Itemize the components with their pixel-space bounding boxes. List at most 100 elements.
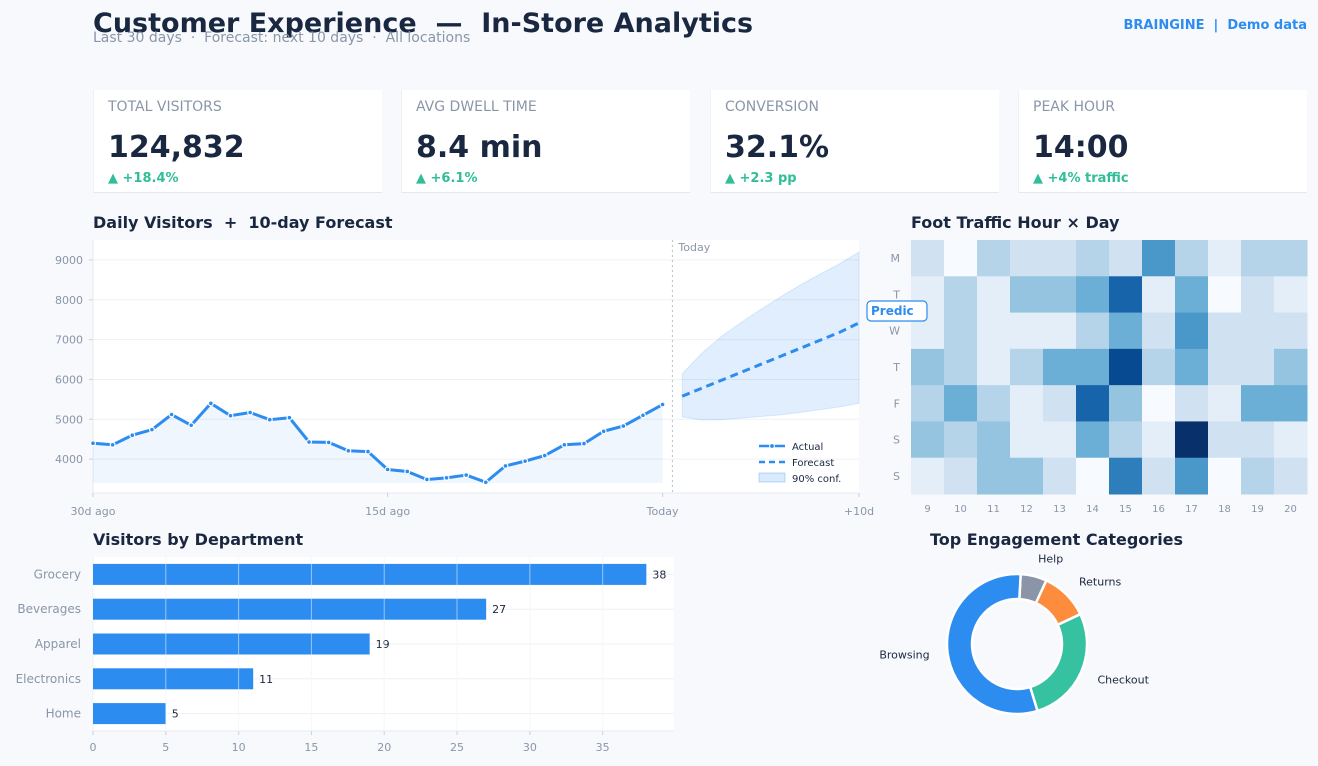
heatmap-cell <box>1076 385 1110 422</box>
heatmap-cell <box>1076 240 1110 277</box>
heatmap-cell <box>1274 457 1308 495</box>
x-tick-label: 35 <box>596 741 610 754</box>
heatmap-column-label: 18 <box>1218 504 1231 515</box>
heatmap-cell <box>1241 348 1275 386</box>
kpi-card-avg-dwell-time: AVG DWELL TIME 8.4 min ▲ +6.1% <box>401 90 690 193</box>
actual-data-point <box>600 428 607 435</box>
y-tick-label: 8000 <box>55 294 83 307</box>
heatmap-cell <box>1208 312 1242 350</box>
actual-data-point <box>247 409 254 416</box>
x-tick-label: 15 <box>304 741 318 754</box>
heatmap-column-label: 13 <box>1053 504 1066 515</box>
heatmap-cell <box>1010 240 1044 277</box>
kpi-value: 8.4 min <box>416 130 543 165</box>
donut-slice <box>1028 612 1089 713</box>
heatmap-cell <box>977 385 1011 422</box>
heatmap-cell <box>944 421 978 459</box>
actual-data-point <box>227 412 234 419</box>
heatmap-title: Foot Traffic Hour × Day <box>911 213 1120 232</box>
x-tick-label: 30d ago <box>71 505 116 518</box>
heatmap-cell <box>1076 457 1110 495</box>
kpi-delta: ▲ +2.3 pp <box>725 171 797 186</box>
heatmap-cell <box>1175 240 1209 277</box>
heatmap-column-label: 9 <box>924 504 930 515</box>
actual-data-point <box>384 466 391 473</box>
kpi-card-total-visitors: TOTAL VISITORS 124,832 ▲ +18.4% <box>93 90 382 193</box>
visitors-line-chart: 4000 5000 6000 7000 8000 9000 30d ago 15d ago To… <box>55 240 874 518</box>
kpi-value: 14:00 <box>1033 130 1129 165</box>
bar <box>93 563 647 585</box>
x-tick-label: +10d <box>844 505 874 518</box>
heatmap-cell <box>977 457 1011 495</box>
heatmap-cell <box>1043 312 1077 350</box>
heatmap-column-label: 17 <box>1185 504 1198 515</box>
x-tick-label: 15d ago <box>365 505 410 518</box>
actual-data-point <box>482 479 489 486</box>
heatmap-cell <box>1274 421 1308 459</box>
donut-slice <box>945 572 1040 716</box>
legend-actual-label: Actual <box>792 442 823 453</box>
bar <box>93 598 487 620</box>
heatmap-cell <box>1109 348 1143 386</box>
heatmap-cell <box>1010 457 1044 495</box>
heatmap-cell <box>1175 312 1209 350</box>
actual-data-point <box>463 472 470 479</box>
heatmap-cell <box>1109 240 1143 277</box>
heatmap-cell <box>1142 421 1176 459</box>
heatmap-row-label: W <box>889 325 900 338</box>
actual-data-point <box>266 416 273 423</box>
heatmap-cell <box>944 385 978 422</box>
heatmap-cell <box>1241 421 1275 459</box>
bar-chart-title: Visitors by Department <box>93 530 304 549</box>
heatmap-cell <box>911 421 945 459</box>
heatmap-cell <box>977 276 1011 314</box>
kpi-label: PEAK HOUR <box>1033 99 1116 115</box>
heatmap-cell <box>1208 240 1242 277</box>
legend-forecast-label: Forecast <box>792 458 834 469</box>
confidence-band <box>681 251 860 421</box>
heatmap-cell <box>944 457 978 495</box>
forecast-series-line <box>681 321 860 398</box>
y-tick-label: 7000 <box>55 334 83 347</box>
page-subtitle: Last 30 days · Forecast: next 10 days · … <box>93 30 471 46</box>
actual-data-point <box>188 422 195 429</box>
legend-actual-marker <box>769 443 775 449</box>
actual-data-point <box>207 400 214 407</box>
x-tick-label: 25 <box>450 741 464 754</box>
kpi-value: 124,832 <box>108 130 245 165</box>
heatmap-cell <box>944 348 978 386</box>
heatmap-cell <box>911 385 945 422</box>
heatmap-cell <box>944 276 978 314</box>
heatmap-cell <box>1241 276 1275 314</box>
donut-slice-label: Returns <box>1079 576 1122 589</box>
heatmap-cell <box>1010 312 1044 350</box>
heatmap-cell <box>1175 421 1209 459</box>
heatmap-cell <box>1043 348 1077 386</box>
line-chart-title: Daily Visitors + 10-day Forecast <box>93 213 393 232</box>
heatmap-row-label: T <box>892 288 900 301</box>
heatmap-cell <box>944 240 978 277</box>
actual-data-point <box>404 468 411 475</box>
heatmap-column-label: 16 <box>1152 504 1165 515</box>
bar-category-label: Beverages <box>17 602 81 616</box>
kpi-delta: ▲ +18.4% <box>108 171 179 186</box>
heatmap-row-label: T <box>892 361 900 374</box>
bar-value-label: 38 <box>652 568 666 581</box>
heatmap-row-label: F <box>894 397 900 410</box>
actual-data-point <box>639 412 646 419</box>
actual-data-point <box>561 441 568 448</box>
y-tick-label: 5000 <box>55 413 83 426</box>
heatmap-cell <box>1142 312 1176 350</box>
heatmap-column-label: 20 <box>1284 504 1297 515</box>
heatmap-column-label: 14 <box>1086 504 1099 515</box>
heatmap-cell <box>1208 457 1242 495</box>
bar-value-label: 19 <box>376 638 390 651</box>
heatmap-cell <box>1175 276 1209 314</box>
heatmap-cell <box>1142 240 1176 277</box>
kpi-label: AVG DWELL TIME <box>416 99 537 115</box>
heatmap-cell <box>1175 348 1209 386</box>
actual-data-point <box>129 432 136 439</box>
bar <box>93 703 166 725</box>
bar-value-label: 11 <box>259 673 273 686</box>
bar-value-label: 27 <box>492 603 506 616</box>
